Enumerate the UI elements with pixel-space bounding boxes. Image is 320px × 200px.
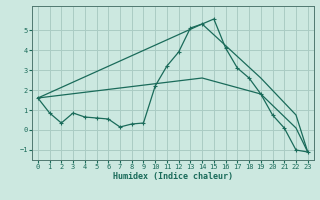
X-axis label: Humidex (Indice chaleur): Humidex (Indice chaleur) bbox=[113, 172, 233, 181]
